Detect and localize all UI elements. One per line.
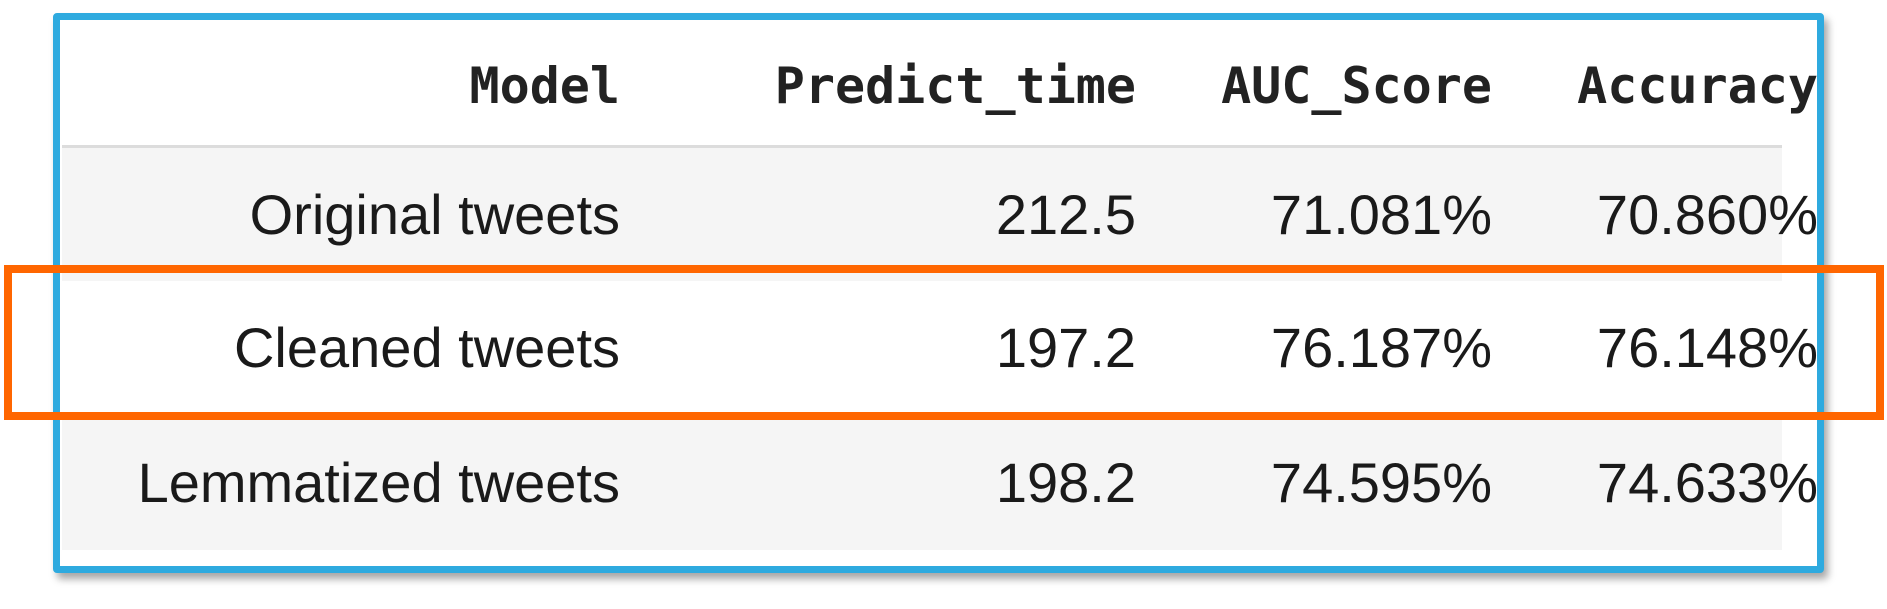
table-row: Original tweets 212.5 71.081% 70.860% <box>62 148 1818 281</box>
auc-score-cell: 74.595% <box>1270 450 1492 514</box>
model-cell: Original tweets <box>249 183 620 246</box>
table-row: Cleaned tweets 197.2 76.187% 76.148% <box>62 281 1818 414</box>
column-header-accuracy: Accuracy <box>1577 56 1818 115</box>
predict-time-cell: 198.2 <box>995 450 1136 514</box>
predict-time-cell: 197.2 <box>995 316 1136 379</box>
column-header-predict-time: Predict_time <box>774 56 1136 115</box>
accuracy-cell: 70.860% <box>1596 183 1818 246</box>
column-header-model: Model <box>469 56 620 115</box>
auc-score-cell: 76.187% <box>1270 316 1492 379</box>
accuracy-cell: 74.633% <box>1596 450 1818 514</box>
auc-score-cell: 71.081% <box>1270 183 1492 246</box>
column-header-auc-score: AUC_Score <box>1221 56 1492 115</box>
accuracy-cell: 76.148% <box>1596 316 1818 379</box>
predict-time-cell: 212.5 <box>995 183 1136 246</box>
table-header-row: Model Predict_time AUC_Score Accuracy <box>62 26 1818 148</box>
model-cell: Lemmatized tweets <box>137 450 620 514</box>
model-cell: Cleaned tweets <box>233 316 620 379</box>
highlight-box <box>4 265 1884 420</box>
table-row: Lemmatized tweets 198.2 74.595% 74.633% <box>62 414 1818 550</box>
